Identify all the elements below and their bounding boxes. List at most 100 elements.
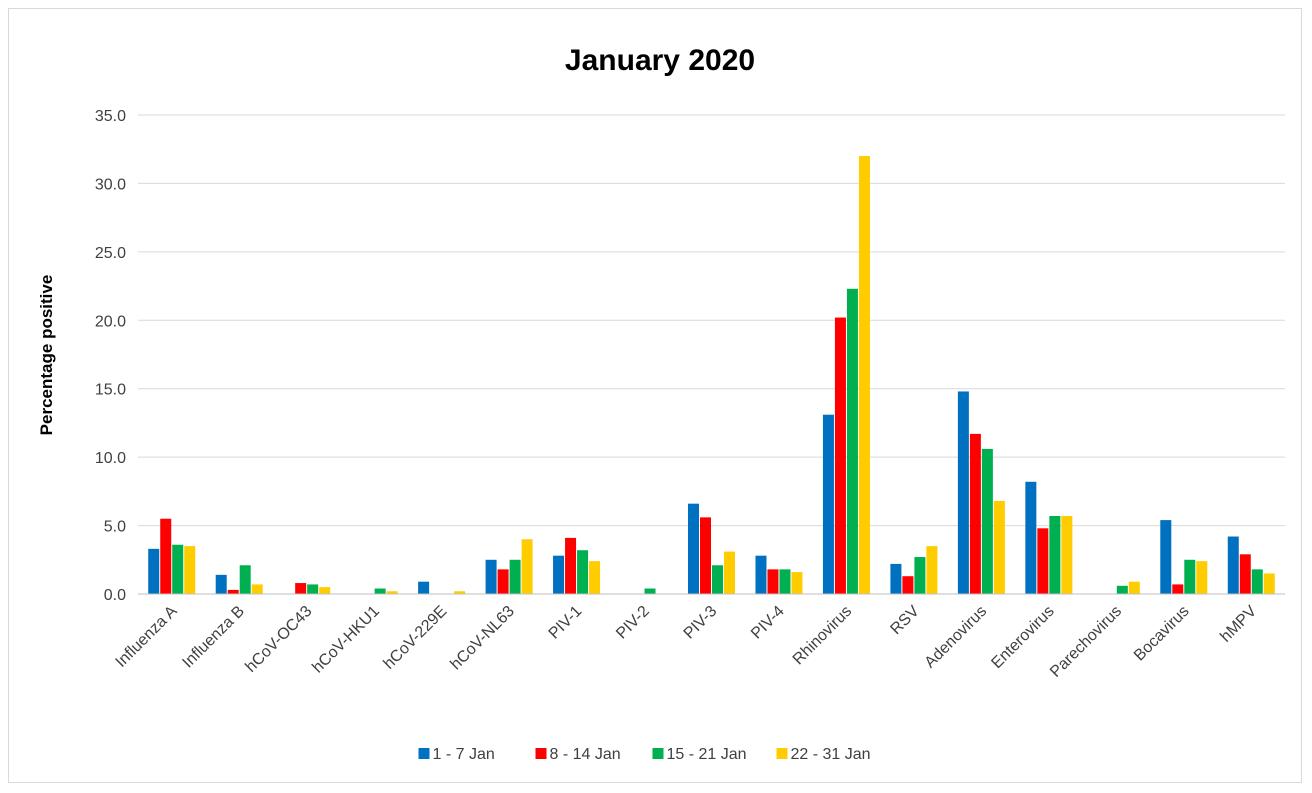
- legend: 1 - 7 Jan 8 - 14 Jan 15 - 21 Jan 22 - 31 Ja…: [418, 746, 871, 763]
- chart-title: January 2020: [565, 44, 755, 77]
- bar: [1184, 559, 1196, 594]
- bar: [295, 583, 307, 594]
- bar: [251, 584, 263, 594]
- legend-entry: 8 - 14 Jan: [550, 746, 621, 763]
- chart-frame: [8, 8, 1302, 783]
- bar: [981, 448, 993, 594]
- gridlines: [138, 114, 1285, 527]
- bar: [1160, 520, 1172, 594]
- bar: [1037, 528, 1049, 594]
- y-tick-label: 10.0: [95, 450, 126, 467]
- bar: [755, 555, 767, 594]
- bar: [902, 576, 914, 594]
- bar: [509, 559, 521, 594]
- x-tick-label: PIV-4: [748, 603, 788, 643]
- bar: [846, 288, 858, 594]
- bar: [914, 557, 926, 594]
- bar: [577, 550, 589, 594]
- x-tick-label: Influenza A: [113, 603, 181, 671]
- legend-swatch: [776, 748, 788, 759]
- x-tick-label: hCoV-OC43: [242, 603, 315, 676]
- bar: [957, 391, 969, 594]
- bar: [148, 548, 160, 594]
- legend-entry: 1 - 7 Jan: [433, 746, 495, 763]
- bar: [1239, 554, 1251, 594]
- x-tick-label: Enterovirus: [988, 603, 1057, 672]
- bar: [374, 588, 386, 594]
- bar: [1061, 515, 1073, 594]
- bar: [1116, 585, 1128, 594]
- bar: [688, 503, 699, 594]
- bar: [1049, 515, 1061, 594]
- bar: [926, 546, 938, 594]
- x-tick-label: hCoV-229E: [381, 603, 451, 673]
- bar: [319, 587, 331, 594]
- bar: [418, 581, 430, 594]
- legend-swatch: [535, 748, 547, 759]
- legend-entry: 22 - 31 Jan: [791, 746, 871, 763]
- bar: [890, 563, 902, 594]
- bar: [712, 565, 723, 594]
- y-axis-ticks: 0.0 5.0 10.0 15.0 20.0 25.0 30.0 35.0: [95, 108, 126, 604]
- bar: [969, 433, 981, 594]
- x-tick-label: hCoV-HKU1: [309, 603, 383, 677]
- bar: [1263, 573, 1275, 594]
- bar: [160, 518, 172, 594]
- bar: [497, 569, 509, 594]
- y-tick-label: 25.0: [95, 245, 126, 262]
- y-tick-label: 30.0: [95, 176, 126, 193]
- bar: [184, 546, 196, 594]
- x-tick-label: hMPV: [1217, 603, 1260, 646]
- bar: [1172, 584, 1184, 594]
- bar: [834, 317, 846, 594]
- bar: [454, 591, 466, 594]
- bar: [993, 500, 1005, 594]
- bar: [644, 588, 656, 594]
- x-tick-label: PIV-1: [546, 603, 586, 643]
- legend-swatch: [652, 748, 664, 759]
- y-tick-label: 5.0: [104, 519, 126, 536]
- y-tick-label: 0.0: [104, 587, 126, 604]
- bar: [1251, 569, 1263, 594]
- bar: [700, 517, 711, 594]
- y-axis-label: Percentage positive: [37, 275, 56, 436]
- bar: [1025, 481, 1037, 594]
- bar: [1196, 561, 1208, 594]
- bar: [215, 574, 227, 594]
- legend-swatch: [418, 748, 430, 759]
- bar: [386, 591, 398, 594]
- x-tick-label: hCoV-NL63: [447, 603, 518, 674]
- legend-entry: 15 - 21 Jan: [667, 746, 747, 763]
- bar: [485, 559, 497, 594]
- bar: [307, 584, 319, 594]
- bar: [779, 569, 791, 594]
- bar: [172, 544, 184, 594]
- bar: [791, 572, 803, 594]
- bar: [1128, 581, 1140, 594]
- x-tick-label: Bocavirus: [1131, 603, 1193, 665]
- bar: [858, 156, 870, 595]
- bars: [148, 156, 1275, 595]
- x-tick-label: Rhinovirus: [790, 603, 855, 668]
- bar: [227, 589, 239, 594]
- bar: [565, 537, 577, 594]
- bar: [239, 565, 251, 594]
- bar: [822, 414, 834, 594]
- x-tick-label: PIV-3: [681, 603, 721, 643]
- bar: [521, 539, 533, 594]
- y-tick-label: 35.0: [95, 108, 126, 125]
- bar: [589, 561, 601, 594]
- x-tick-label: RSV: [887, 603, 923, 639]
- x-tick-label: PIV-2: [613, 603, 653, 643]
- bar: [1227, 536, 1239, 594]
- y-tick-label: 15.0: [95, 382, 126, 399]
- bar: [724, 551, 735, 594]
- bar: [767, 569, 779, 594]
- x-tick-label: Adenovirus: [922, 603, 991, 672]
- bar: [553, 555, 565, 594]
- y-tick-label: 20.0: [95, 313, 126, 330]
- x-tick-label: Influenza B: [179, 603, 248, 672]
- x-tick-label: Parechovirus: [1047, 603, 1125, 681]
